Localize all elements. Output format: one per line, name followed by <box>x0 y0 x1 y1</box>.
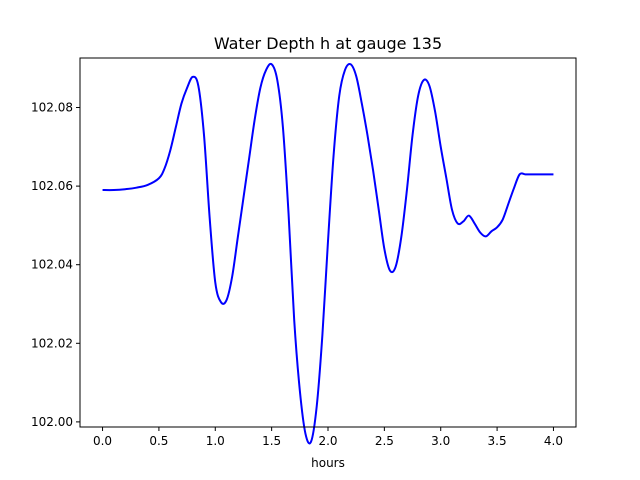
plot-frame <box>79 57 577 428</box>
y-axis: 102.00 102.02 102.04 102.06 102.08 <box>31 101 80 429</box>
y-tick-label: 102.00 <box>31 415 73 429</box>
x-tick-label: 1.0 <box>206 434 225 448</box>
x-tick-label: 1.5 <box>262 434 281 448</box>
y-tick-label: 102.06 <box>31 179 73 193</box>
y-tick-label: 102.02 <box>31 336 73 350</box>
x-tick-label: 0.0 <box>93 434 112 448</box>
x-tick-label: 2.0 <box>318 434 337 448</box>
y-tick-label: 102.04 <box>31 258 73 272</box>
x-tick-label: 2.5 <box>375 434 394 448</box>
x-axis: 0.0 0.5 1.0 1.5 2.0 2.5 3.0 3.5 4.0 <box>93 427 563 448</box>
x-axis-label: hours <box>311 456 345 470</box>
x-tick-label: 4.0 <box>544 434 563 448</box>
series-layer <box>102 62 554 445</box>
chart-title: Water Depth h at gauge 135 <box>214 34 442 53</box>
x-tick-label: 0.5 <box>149 434 168 448</box>
y-tick-label: 102.08 <box>31 101 73 115</box>
x-tick-label: 3.5 <box>488 434 507 448</box>
series-line <box>102 62 554 445</box>
x-tick-label: 3.0 <box>431 434 450 448</box>
